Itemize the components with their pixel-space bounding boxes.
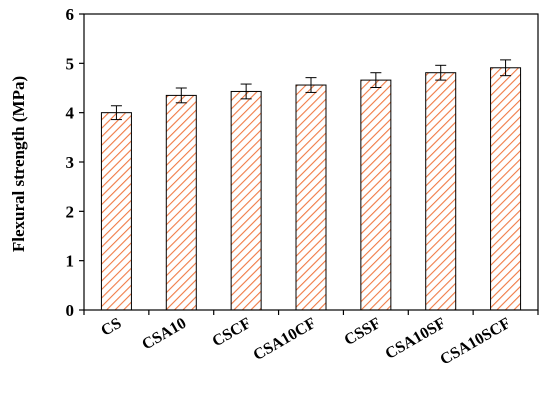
y-tick-label-2: 2: [66, 202, 75, 221]
x-tick-label-csa10scf: CSA10SCF: [437, 315, 513, 369]
bar-csa10sf: [425, 72, 457, 311]
bar-cssf: [360, 79, 392, 311]
x-tick-label-cs: CS: [98, 315, 124, 340]
x-tick-label-cssf: CSSF: [341, 315, 384, 349]
bar-cscf: [230, 90, 262, 311]
bars-layer: [100, 67, 522, 311]
bar-cs: [100, 112, 132, 311]
x-tick-label-cscf: CSCF: [209, 315, 254, 351]
error-bars-layer: [110, 59, 512, 121]
y-tick-label-5: 5: [66, 54, 75, 73]
bar-csa10scf: [490, 67, 522, 311]
y-tick-label-0: 0: [66, 301, 75, 320]
y-tick-label-6: 6: [66, 5, 75, 24]
bar-csa10cf: [295, 84, 327, 311]
y-axis-title: Flexural strength (MPa): [9, 76, 28, 252]
x-tick-label-csa10cf: CSA10CF: [250, 315, 319, 365]
y-tick-label-1: 1: [66, 252, 75, 271]
x-tick-label-csa10: CSA10: [139, 315, 189, 354]
y-tick-label-3: 3: [66, 153, 75, 172]
axes-layer: [79, 13, 539, 315]
bar-csa10: [165, 94, 197, 311]
y-tick-label-4: 4: [66, 104, 75, 123]
